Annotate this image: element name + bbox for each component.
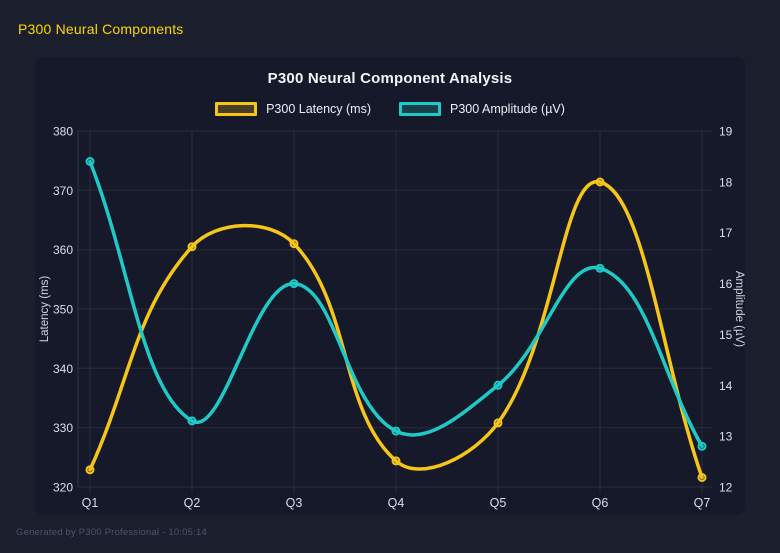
data-point-q5[interactable] (493, 418, 503, 428)
right-axis-title: Amplitude (µV) (733, 271, 745, 347)
footer-status: Generated by P300 Professional - 10:05:1… (16, 527, 207, 538)
data-point-q4[interactable] (391, 426, 401, 436)
svg-text:14: 14 (719, 379, 733, 393)
page-title: P300 Neural Components (18, 21, 184, 37)
legend-label: P300 Latency (ms) (266, 102, 371, 116)
svg-text:19: 19 (719, 125, 733, 139)
series-latency (85, 177, 707, 482)
svg-text:370: 370 (53, 184, 73, 198)
svg-text:13: 13 (719, 430, 733, 444)
legend-label: P300 Amplitude (µV) (450, 102, 565, 116)
data-point-q2[interactable] (187, 242, 197, 252)
series-line (88, 159, 704, 449)
data-point-q1[interactable] (85, 465, 95, 475)
data-point-q6[interactable] (595, 177, 605, 187)
chart-title: P300 Neural Component Analysis (267, 70, 513, 87)
svg-text:Q3: Q3 (286, 496, 303, 510)
svg-text:12: 12 (719, 481, 733, 495)
data-point-q6[interactable] (595, 263, 605, 273)
series-amplitude (85, 157, 707, 451)
data-point-q4[interactable] (391, 456, 401, 466)
svg-text:380: 380 (53, 125, 73, 139)
svg-text:320: 320 (53, 481, 73, 495)
grid-lines (77, 130, 712, 493)
data-point-q3[interactable] (289, 279, 299, 289)
left-axis-title: Latency (ms) (39, 276, 51, 343)
series-line (88, 180, 704, 480)
data-point-q5[interactable] (493, 380, 503, 390)
legend-swatch-icon (215, 102, 258, 116)
svg-text:350: 350 (53, 303, 73, 317)
legend-item-amplitude[interactable]: P300 Amplitude (µV) (399, 102, 565, 116)
chart-plot: 320 330 340 350 360 370 380 12 13 14 15 16 17 18 19 Q1 Q… (39, 125, 745, 511)
svg-text:360: 360 (53, 243, 73, 257)
svg-text:Q2: Q2 (184, 496, 201, 510)
svg-text:15: 15 (719, 328, 733, 342)
svg-text:340: 340 (53, 362, 73, 376)
legend-swatch-icon (399, 102, 441, 116)
data-point-q7[interactable] (697, 473, 707, 482)
axis-titles: Latency (ms) Amplitude (µV) (39, 271, 745, 347)
svg-text:Q4: Q4 (388, 496, 405, 510)
chart-legend: P300 Latency (ms) P300 Amplitude (µV) (35, 102, 745, 116)
svg-text:17: 17 (719, 226, 733, 240)
legend-item-latency[interactable]: P300 Latency (ms) (215, 102, 371, 116)
svg-text:18: 18 (719, 175, 733, 189)
data-point-q3[interactable] (289, 239, 299, 249)
data-point-q2[interactable] (187, 416, 197, 426)
data-point-q1[interactable] (85, 157, 95, 166)
svg-text:Q1: Q1 (82, 496, 99, 510)
svg-text:Q7: Q7 (694, 496, 711, 510)
axis-tick-labels: 320 330 340 350 360 370 380 12 13 14 15 16 17 18 19 Q1 Q… (53, 125, 733, 511)
data-point-q7[interactable] (697, 441, 707, 451)
svg-text:16: 16 (719, 277, 733, 291)
svg-text:Q6: Q6 (592, 496, 609, 510)
chart-card: P300 Neural Component Analysis P300 Late… (35, 57, 745, 515)
svg-text:330: 330 (53, 421, 73, 435)
svg-text:Q5: Q5 (490, 496, 507, 510)
